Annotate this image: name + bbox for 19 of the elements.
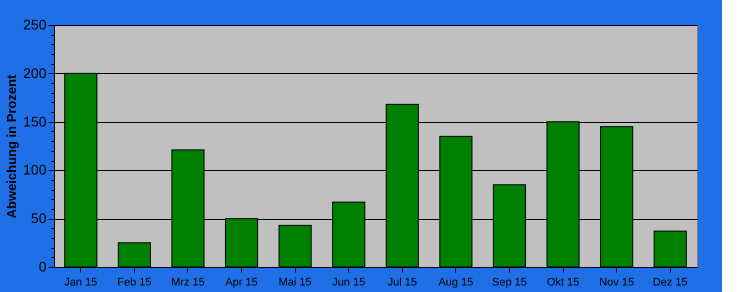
x-tick-label: Apr 15 [225,276,258,288]
x-tick-label: Jul 15 [388,276,417,288]
y-tick-label: 200 [23,64,47,81]
y-tick-label: 250 [23,16,47,32]
x-tick-label: Dez 15 [652,276,688,288]
x-tick-label: Okt 15 [546,276,580,288]
x-tick-label: Jun 15 [332,276,366,288]
x-tick-label: Feb 15 [117,276,152,288]
x-tick-label: Mai 15 [278,276,312,288]
x-tick-label: Jan 15 [64,276,98,288]
x-tick-label: Sep 15 [492,276,527,288]
y-tick-label: 150 [23,113,47,130]
y-tick-label: 0 [38,258,47,274]
y-axis-title: Abweichung in Prozent [4,74,20,218]
y-tick-label: 100 [23,162,47,178]
y-tick-label: 50 [30,210,47,226]
x-tick-label: Nov 15 [599,276,634,288]
x-tick-label: Mrz 15 [171,276,205,288]
x-tick-label: Aug 15 [438,276,474,288]
